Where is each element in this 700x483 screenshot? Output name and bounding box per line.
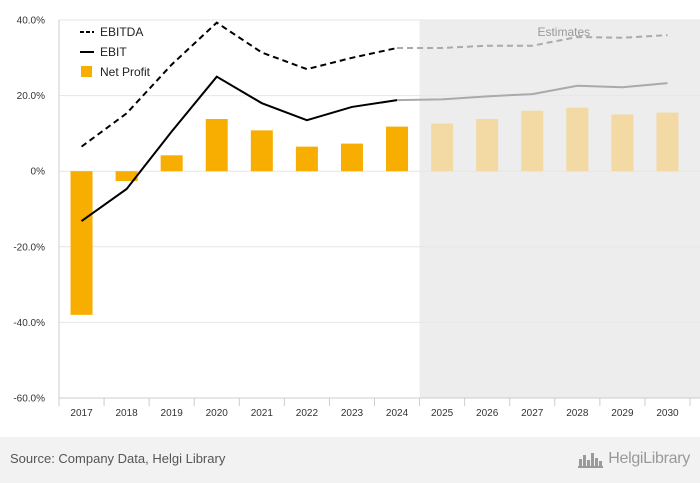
legend-ebitda-label: EBITDA — [100, 25, 143, 39]
net-profit-bar — [521, 110, 544, 172]
ebit-line-estimate — [397, 82, 668, 102]
ebit-line-actual — [80, 75, 398, 222]
y-tick-label: -40.0% — [13, 318, 45, 329]
net-profit-bar — [340, 143, 363, 172]
x-tick-label: 2019 — [161, 408, 184, 419]
x-tick-label: 2022 — [296, 408, 319, 419]
y-tick-label: 40.0% — [17, 16, 45, 27]
net-profit-bar — [566, 107, 589, 172]
net-profit-bar — [431, 123, 454, 172]
net-profit-bar — [476, 119, 499, 172]
brand-name: HelgiLibrary — [608, 450, 690, 467]
net-profit-bar — [611, 114, 634, 172]
chart-canvas: Estimates 40.0% 20.0% 0% -20.0% -40.0% -60.0% 2… — [13, 16, 700, 419]
legend-ebit-label: EBIT — [100, 45, 127, 59]
net-profit-bar — [70, 171, 93, 315]
legend-net-profit-label: Net Profit — [100, 65, 151, 79]
net-profit-bar — [205, 119, 228, 172]
ebitda-line-estimate — [397, 34, 668, 49]
x-tick-label: 2025 — [431, 408, 454, 419]
legend-net-profit-symbol — [81, 66, 92, 77]
x-tick-label: 2029 — [611, 408, 634, 419]
x-tick-label: 2026 — [476, 408, 499, 419]
net-profit-bar — [160, 155, 183, 172]
estimates-region — [419, 20, 700, 398]
net-profit-bar — [115, 171, 138, 182]
net-profit-bar — [250, 130, 273, 172]
net-profit-bar — [656, 112, 679, 172]
source-note: Source: Company Data, Helgi Library — [10, 451, 226, 466]
x-tick-label: 2017 — [70, 408, 93, 419]
y-tick-label: 0% — [31, 167, 46, 178]
city-skyline-icon — [578, 453, 604, 468]
x-tick-label: 2018 — [115, 408, 138, 419]
x-tick-label: 2023 — [341, 408, 364, 419]
y-tick-label: -20.0% — [13, 242, 45, 253]
estimates-label: Estimates — [537, 25, 590, 39]
x-tick-label: 2024 — [386, 408, 409, 419]
ebitda-line-actual — [80, 21, 398, 148]
x-tick-label: 2021 — [251, 408, 274, 419]
footer-bar: Source: Company Data, Helgi Library Helg… — [0, 437, 700, 483]
x-tick-label: 2028 — [566, 408, 589, 419]
x-tick-label: 2030 — [656, 408, 679, 419]
net-profit-bar — [295, 146, 318, 172]
y-tick-label: -60.0% — [13, 394, 45, 405]
x-tick-label: 2020 — [206, 408, 229, 419]
net-profit-bar — [386, 126, 409, 172]
brand-logo: HelgiLibrary — [578, 447, 690, 471]
y-tick-label: 20.0% — [17, 91, 45, 102]
x-tick-label: 2027 — [521, 408, 544, 419]
